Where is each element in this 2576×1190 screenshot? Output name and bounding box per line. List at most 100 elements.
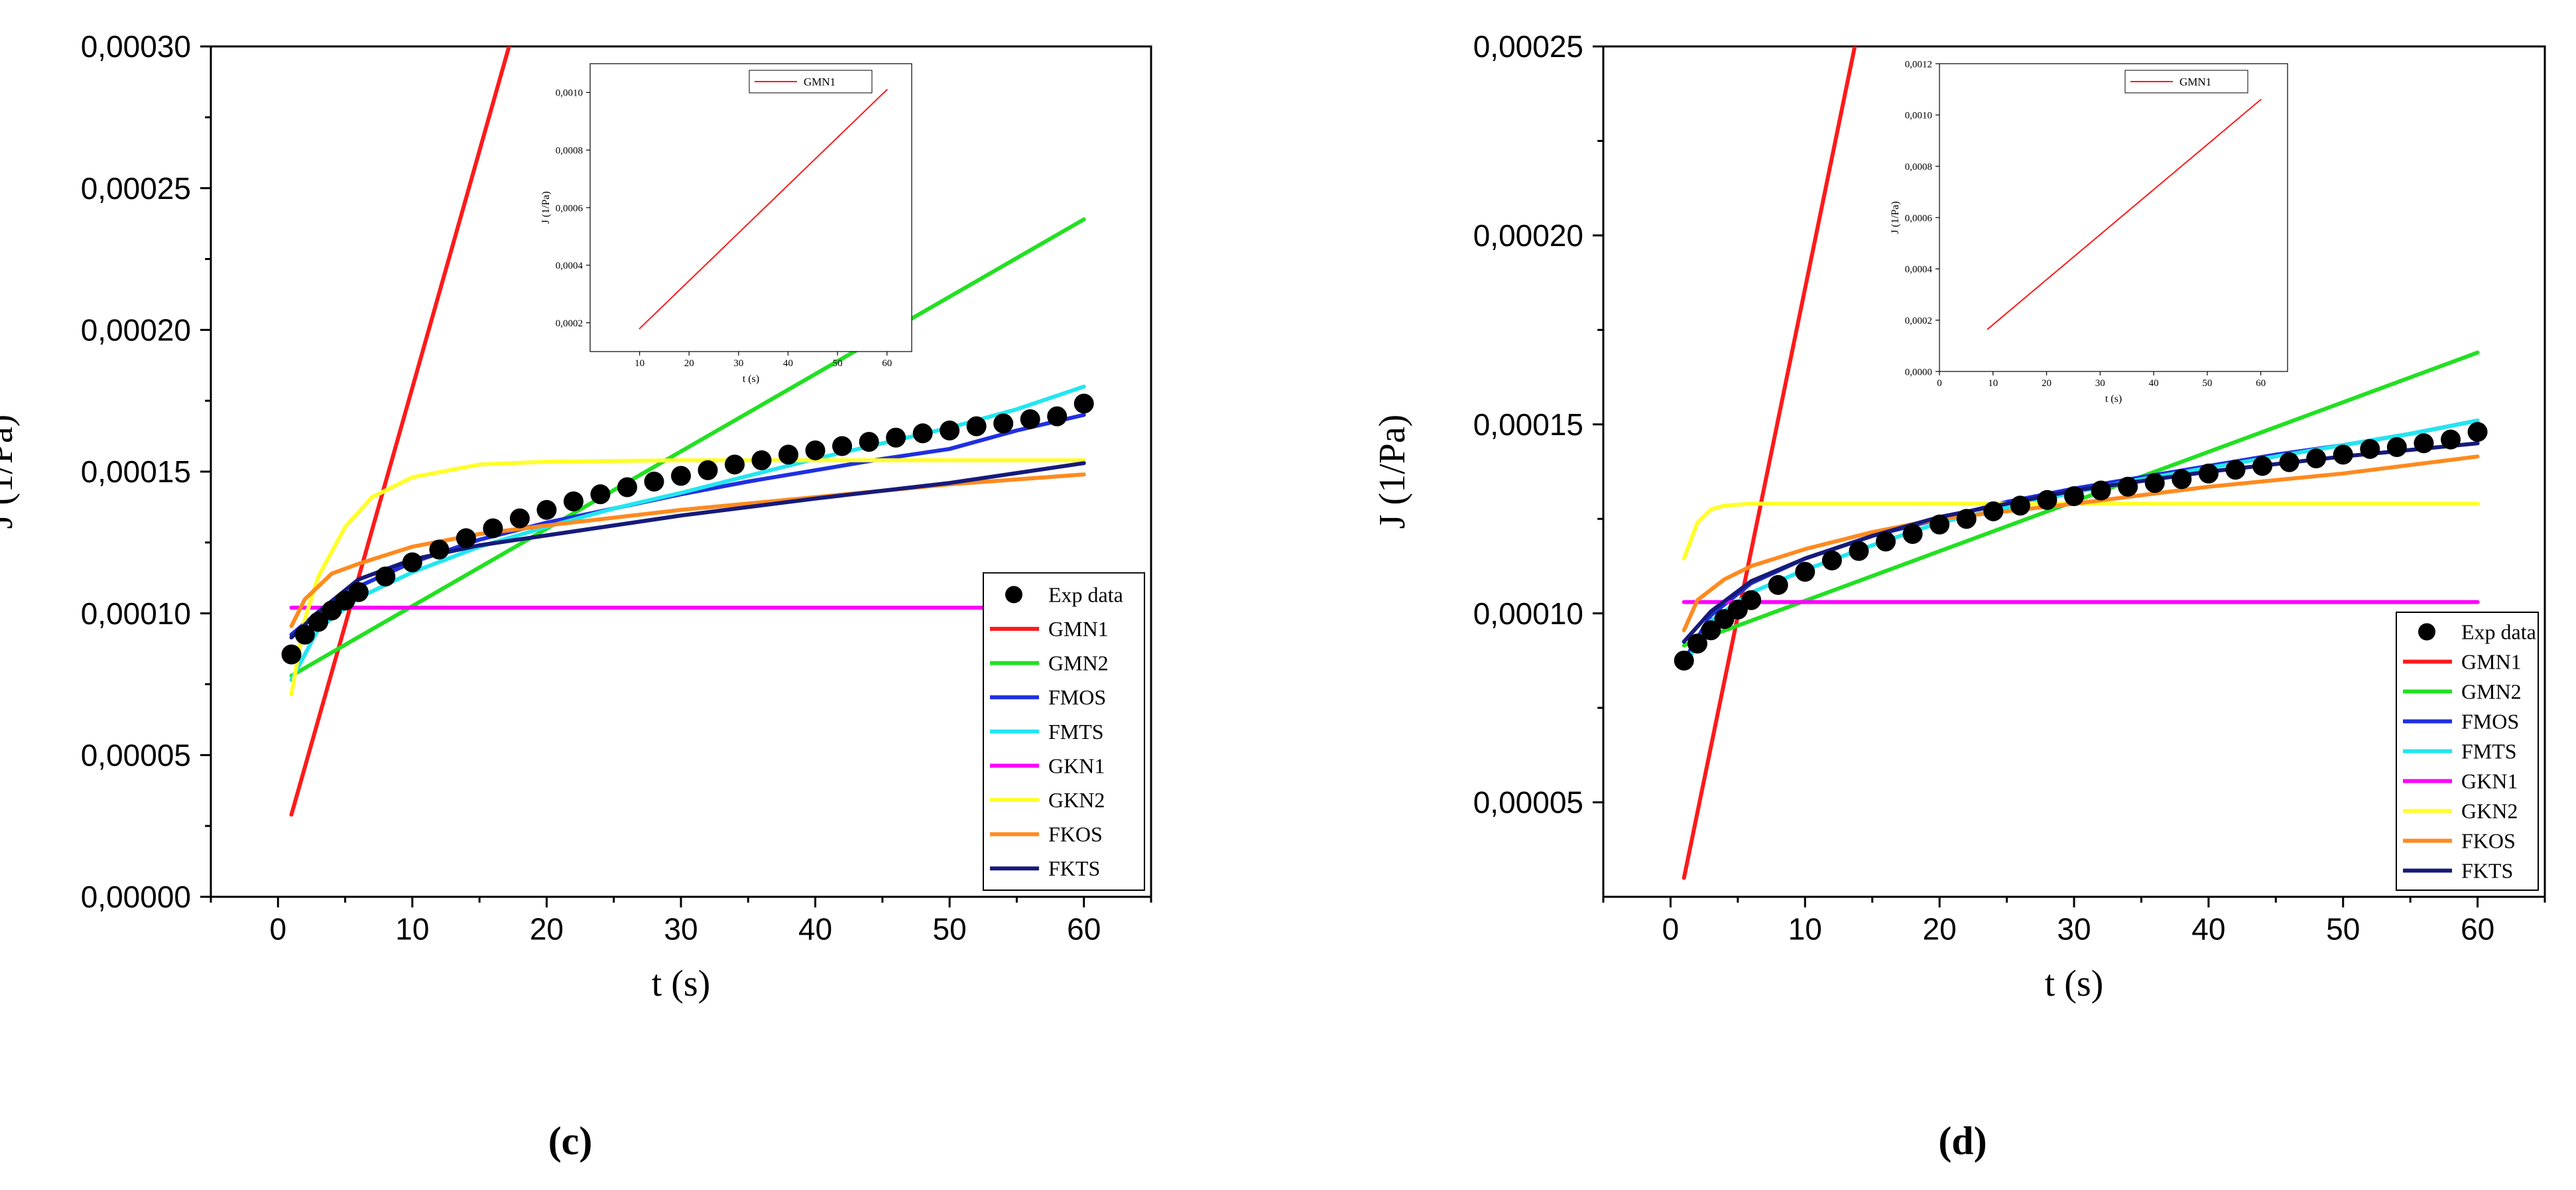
x-axis-label: t (s) <box>2045 963 2104 1004</box>
x-tick-label: 0 <box>269 911 286 946</box>
exp-data-point <box>1902 524 1923 545</box>
exp-data-point <box>1741 590 1762 610</box>
x-tick-label: 50 <box>2326 911 2360 946</box>
inset-chart-c: 10 20 30 40 50 60 0,0002 0,0004 0,0006 0,0008 0,00… <box>540 63 912 385</box>
exp-data-point <box>2441 429 2461 450</box>
y-tick-label: 0,0012 <box>1905 59 1932 70</box>
legend-label-gmn1: GMN1 <box>1048 617 1109 641</box>
exp-data-point <box>671 466 691 486</box>
series-line-gmn1 <box>1987 99 2262 330</box>
series-group <box>1987 99 2262 330</box>
plot-frame <box>589 63 912 352</box>
series-line-fkts <box>1682 441 2480 644</box>
series-line-fkos <box>1682 454 2480 633</box>
x-tick-label: 60 <box>2256 378 2266 389</box>
exp-data-point <box>590 484 611 505</box>
exp-data-point <box>2144 473 2165 494</box>
exp-data-point <box>778 444 799 465</box>
exp-data-point <box>1983 501 2004 521</box>
exp-data-point <box>563 491 583 511</box>
legend-label-gkn1: GKN1 <box>1048 754 1105 777</box>
series-line-gmn1 <box>1682 46 1857 880</box>
y-tick-label: 0,00005 <box>81 738 191 772</box>
exp-data-point <box>2333 444 2353 465</box>
legend-label-gmn1: GMN1 <box>2461 650 2522 674</box>
legend-label-fmos: FMOS <box>2461 710 2519 734</box>
exp-data-point <box>1821 550 1842 570</box>
exp-data-point <box>1768 574 1788 595</box>
y-tick-label: 0,00010 <box>1473 596 1583 631</box>
exp-data-point <box>2091 480 2111 501</box>
x-tick-label: 40 <box>783 358 793 369</box>
x-tick-label: 30 <box>733 358 743 369</box>
exp-data-points <box>281 393 1094 665</box>
x-tick-label: 40 <box>2149 378 2159 389</box>
series-line-fmts <box>289 384 1086 683</box>
y-axis-label: J (1/Pa) <box>0 415 21 529</box>
exp-data-point <box>1073 393 1094 414</box>
legend-label-fkos: FKOS <box>2461 829 2516 853</box>
exp-data-point <box>294 624 315 645</box>
exp-data-point <box>617 477 637 497</box>
y-tick-label: 0,00025 <box>81 171 191 206</box>
inset-chart-d: 0 10 20 30 40 50 60 0,0000 0,0002 0,0004 0,0006 0,0… <box>1890 59 2288 405</box>
exp-data-point <box>886 427 906 448</box>
exp-data-point <box>2010 496 2030 516</box>
y-tick-label: 0,00025 <box>1473 29 1583 64</box>
legend-label-fmos: FMOS <box>1048 685 1106 709</box>
x-tick-label: 20 <box>684 358 694 369</box>
exp-data-point <box>308 612 329 632</box>
y-tick-label: 0,0006 <box>1905 213 1933 224</box>
series-line-fkos <box>289 472 1086 628</box>
x-tick-label: 60 <box>2461 911 2494 946</box>
chart-panel-d: 0 10 20 30 40 50 60 0,00005 0,00010 0,00015 0,0002… <box>1372 29 2546 1004</box>
y-tick-label: 0,00015 <box>1473 407 1583 442</box>
y-axis-label: J (1/Pa) <box>540 191 552 224</box>
series-line-gmn1 <box>639 89 888 330</box>
chart-panel-c: 0 10 20 30 40 50 60 0,00000 0,00005 0,00010 0,0001… <box>0 29 1152 1004</box>
y-tick-label: 0,00010 <box>81 596 191 631</box>
x-tick-label: 60 <box>1067 911 1101 946</box>
x-tick-label: 10 <box>1988 378 1998 389</box>
y-tick-label: 0,0006 <box>556 203 583 214</box>
exp-data-point <box>2279 452 2300 472</box>
exp-data-point <box>429 539 450 560</box>
panel-label-c: (c) <box>548 1119 593 1163</box>
legend-label-fmts: FMTS <box>2461 740 2517 763</box>
x-tick-label: 30 <box>664 911 698 946</box>
y-axis-label: J (1/Pa) <box>1890 201 1901 233</box>
legend-label-fkts: FKTS <box>2461 859 2513 883</box>
exp-data-point <box>966 416 987 436</box>
y-axis-label: J (1/Pa) <box>1372 415 1413 529</box>
y-tick-label: 0,00020 <box>1473 218 1583 253</box>
y-tick-label: 0,00015 <box>81 454 191 489</box>
exp-data-point <box>1930 514 1950 535</box>
exp-data-point <box>2360 438 2380 459</box>
legend-label-gkn2: GKN2 <box>2461 799 2518 823</box>
exp-data-points <box>1674 422 2488 671</box>
exp-data-point <box>281 644 302 665</box>
x-axis-label: t (s) <box>2105 393 2122 405</box>
exp-data-point <box>2306 448 2327 469</box>
x-tick-label: 10 <box>395 911 429 946</box>
legend-label-exp-data: Exp data <box>1048 582 1123 606</box>
exp-data-point <box>940 421 960 441</box>
exp-data-point <box>1956 509 1977 529</box>
x-tick-label: 10 <box>635 358 644 369</box>
legend-label-gmn2: GMN2 <box>2461 680 2522 704</box>
exp-data-point <box>1687 633 1707 654</box>
y-tick-label: 0,00020 <box>81 312 191 347</box>
x-tick-label: 50 <box>2202 378 2212 389</box>
exp-data-point <box>832 436 853 456</box>
panel-label-d: (d) <box>1938 1119 1987 1163</box>
legend-label-gmn2: GMN2 <box>1048 651 1109 675</box>
exp-data-point <box>2467 422 2488 442</box>
x-tick-label: 30 <box>2057 911 2091 946</box>
exp-data-point <box>859 432 879 452</box>
legend: Exp data GMN1 GMN2 FMOS FMTS GKN1 GKN2 FKOS FKTS <box>2396 612 2539 891</box>
exp-data-point <box>1849 541 1869 561</box>
y-tick-label: 0,0000 <box>1905 367 1932 377</box>
x-tick-label: 20 <box>530 911 564 946</box>
inset-legend: GMN1 <box>2124 70 2248 94</box>
